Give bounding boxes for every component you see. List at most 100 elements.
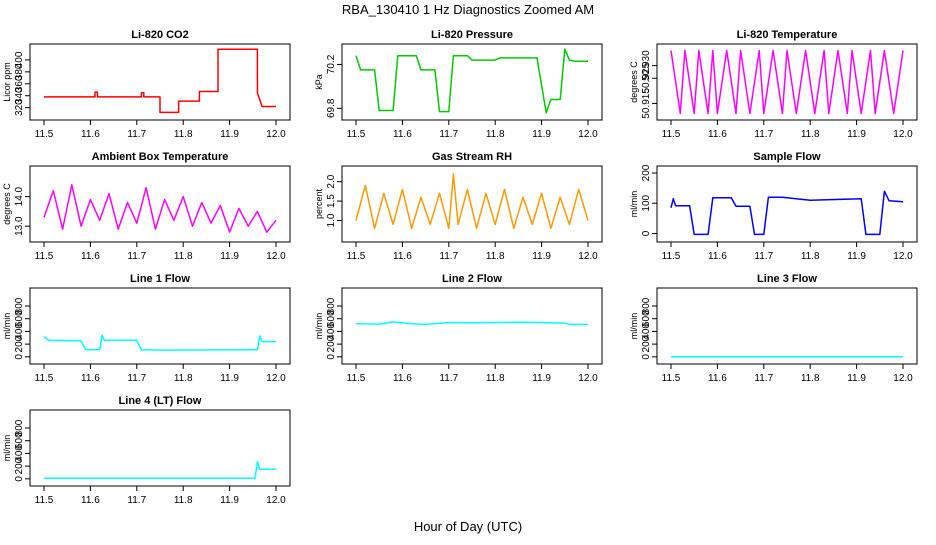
- panel-7-ytick-label: 800: [14, 297, 25, 314]
- panel-8-ytick-label: 600: [326, 310, 337, 327]
- figure-title: RBA_130410 1 Hz Diagnostics Zoomed AM: [342, 2, 594, 17]
- panel-10-frame: [29, 409, 291, 487]
- panel-5-title: Gas Stream RH: [432, 151, 512, 163]
- panel-6-title: Sample Flow: [753, 151, 821, 163]
- panel-2-xtick-label: 11.7: [439, 129, 458, 140]
- panel-7-ytick-label: 200: [14, 335, 25, 352]
- panel-7-ylabel: ml/min: [2, 313, 12, 340]
- panel-5-xtick-label: 11.9: [532, 251, 551, 262]
- panel-6-ytick-label: 100: [641, 194, 652, 211]
- panel-9-ylabel: ml/min: [629, 313, 639, 340]
- panel-10-xtick-label: 12.0: [266, 495, 286, 506]
- panel-6-ylabel: ml/min: [629, 191, 639, 218]
- panel-4-title: Ambient Box Temperature: [92, 151, 229, 163]
- panel-2-xtick-label: 11.6: [393, 129, 412, 140]
- panel-7-xtick-label: 11.6: [81, 373, 100, 384]
- x-axis-label: Hour of Day (UTC): [414, 519, 522, 534]
- panel-4-frame: [29, 165, 291, 243]
- panel-2-xtick-label: 11.9: [532, 129, 551, 140]
- panel-4-series-line: [43, 184, 277, 233]
- panel-5-ytick-label: 1.5: [326, 194, 337, 208]
- panel-1-xtick-label: 11.8: [174, 129, 193, 140]
- panel-4-ytick-label: 14.0: [14, 186, 25, 206]
- panel-6-xtick-label: 11.7: [754, 251, 773, 262]
- panel-7-ytick-label: 400: [14, 323, 25, 340]
- panel-1-xtick-label: 11.7: [127, 129, 146, 140]
- panel-5-ytick-label: 2.0: [326, 174, 337, 188]
- panel-4-xtick-label: 11.6: [81, 251, 100, 262]
- panel-10-ytick-label: 0: [14, 476, 25, 482]
- panel-7-series-line: [43, 334, 276, 351]
- panel-9-xtick-label: 11.6: [708, 373, 727, 384]
- panel-4-xtick-label: 11.8: [174, 251, 193, 262]
- panel-7-ytick-label: 600: [14, 310, 25, 327]
- panel-5-xtick-label: 12.0: [578, 251, 598, 262]
- panel-1-ytick-label: 380: [14, 63, 25, 80]
- panel-5-ytick-label: 1.0: [326, 213, 337, 227]
- panel-9-xtick-label: 12.0: [893, 373, 913, 384]
- panel-8-title: Line 2 Flow: [442, 273, 502, 285]
- panel-4-ytick-label: 13.0: [14, 216, 25, 236]
- panel-2-frame: [341, 43, 603, 121]
- panel-4-xtick-label: 11.9: [220, 251, 239, 262]
- panel-3-ytick-label: 50.930: [641, 50, 652, 81]
- panel-6-xtick-label: 12.0: [893, 251, 913, 262]
- panel-7-xtick-label: 11.7: [127, 373, 146, 384]
- panel-2-ytick-label: 69.8: [326, 98, 337, 118]
- panel-5-ylabel: percent: [314, 188, 324, 219]
- panel-7-xtick-label: 11.9: [220, 373, 239, 384]
- panel-3-series-line: [670, 49, 904, 115]
- panel-6-ytick-label: 0: [641, 230, 652, 236]
- panel-10-ytick-label: 600: [14, 432, 25, 449]
- panel-4-ylabel: degrees C: [2, 183, 12, 225]
- panel-2-ylabel: kPa: [314, 74, 324, 90]
- panel-10-xtick-label: 11.7: [127, 495, 146, 506]
- panel-10-ylabel: ml/min: [2, 435, 12, 462]
- panel-6-ytick-label: 200: [641, 164, 652, 181]
- panel-7-xtick-label: 12.0: [266, 373, 286, 384]
- panel-3-xtick-label: 11.6: [708, 129, 727, 140]
- panel-8-frame: [341, 287, 603, 365]
- panel-8-ytick-label: 800: [326, 297, 337, 314]
- panel-1-ylabel: Licor ppm: [2, 62, 12, 102]
- panel-8-xtick-label: 11.6: [393, 373, 412, 384]
- panel-8-series-line: [355, 321, 588, 326]
- panel-1-title: Li-820 CO2: [131, 29, 188, 41]
- panel-9-ytick-label: 800: [641, 297, 652, 314]
- panel-10-xtick-label: 11.8: [174, 495, 193, 506]
- panel-10-series-line: [44, 460, 276, 479]
- panel-9-frame: [656, 287, 918, 365]
- panel-9-xtick-label: 11.9: [847, 373, 866, 384]
- panel-10-xtick-label: 11.5: [35, 495, 54, 506]
- panel-1-xtick-label: 11.5: [35, 129, 54, 140]
- panel-6-xtick-label: 11.8: [801, 251, 820, 262]
- panel-9-ytick-label: 200: [641, 335, 652, 352]
- panel-1-ytick-label: 320: [14, 99, 25, 116]
- panel-3-xtick-label: 11.7: [754, 129, 773, 140]
- panel-1-series-line: [44, 48, 276, 114]
- panel-7-title: Line 1 Flow: [130, 273, 190, 285]
- panel-5-series-line: [355, 173, 589, 230]
- panel-8-xtick-label: 12.0: [578, 373, 598, 384]
- panel-1-ytick-label: 360: [14, 75, 25, 92]
- panel-5-xtick-label: 11.5: [347, 251, 366, 262]
- panel-1-ytick-label: 340: [14, 87, 25, 104]
- panel-7-frame: [29, 287, 291, 365]
- panel-5-frame: [341, 165, 603, 243]
- panel-4-xtick-label: 11.7: [127, 251, 146, 262]
- panel-9-title: Line 3 Flow: [757, 273, 817, 285]
- panel-2-xtick-label: 11.8: [486, 129, 505, 140]
- panel-9-ytick-label: 0: [641, 354, 652, 360]
- panel-3-xtick-label: 11.8: [801, 129, 820, 140]
- panel-8-ytick-label: 0: [326, 354, 337, 360]
- panel-6-frame: [656, 165, 918, 243]
- panel-2-ytick-label: 70.2: [326, 54, 337, 74]
- panel-3-frame: [656, 43, 918, 121]
- panel-6-xtick-label: 11.5: [662, 251, 681, 262]
- panel-6-xtick-label: 11.9: [847, 251, 866, 262]
- panel-8-xtick-label: 11.8: [486, 373, 505, 384]
- panel-7-xtick-label: 11.8: [174, 373, 193, 384]
- panel-1-xtick-label: 11.6: [81, 129, 100, 140]
